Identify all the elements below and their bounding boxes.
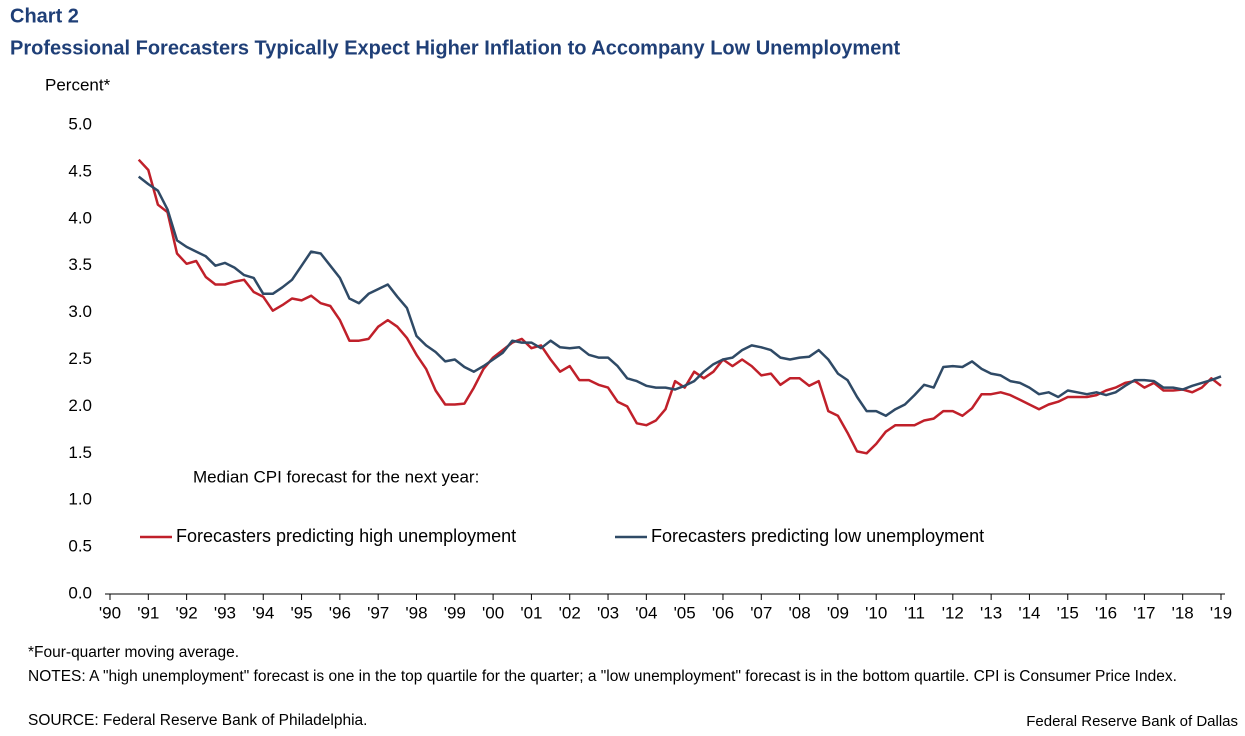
x-tick-label: '06 <box>712 603 734 622</box>
x-tick-label: '14 <box>1018 603 1040 622</box>
source: SOURCE: Federal Reserve Bank of Philadel… <box>28 712 368 729</box>
x-tick-label: '12 <box>942 603 964 622</box>
x-tick-label: '04 <box>635 603 657 622</box>
x-tick-label: '03 <box>597 603 619 622</box>
x-tick-label: '96 <box>329 603 351 622</box>
y-tick-label: 3.0 <box>68 302 92 321</box>
x-tick-label: '07 <box>750 603 772 622</box>
x-tick-label: '97 <box>367 603 389 622</box>
y-tick-label: 5.0 <box>68 114 92 133</box>
x-tick-label: '92 <box>176 603 198 622</box>
y-tick-label: 4.5 <box>68 161 92 180</box>
y-tick-label: 0.5 <box>68 537 92 556</box>
x-tick-label: '98 <box>405 603 427 622</box>
x-tick-label: '18 <box>1172 603 1194 622</box>
chart-subtitle: Professional Forecasters Typically Expec… <box>10 37 901 59</box>
footnote: *Four-quarter moving average. <box>28 644 240 661</box>
x-tick-label: '02 <box>559 603 581 622</box>
x-tick-label: '95 <box>290 603 312 622</box>
x-tick-label: '93 <box>214 603 236 622</box>
series-line <box>137 175 1222 418</box>
x-tick-label: '00 <box>482 603 504 622</box>
legend-label: Forecasters predicting low unemployment <box>651 526 984 546</box>
x-tick-label: '13 <box>980 603 1002 622</box>
chart-title: Chart 2 <box>10 5 79 27</box>
x-tick-label: '16 <box>1095 603 1117 622</box>
legend-label: Forecasters predicting high unemployment <box>176 526 516 546</box>
x-tick-label: '91 <box>137 603 159 622</box>
y-tick-label: 2.0 <box>68 396 92 415</box>
x-tick-label: '17 <box>1133 603 1155 622</box>
x-tick-label: '11 <box>904 603 925 622</box>
y-tick-label: 4.0 <box>68 208 92 227</box>
x-tick-label: '99 <box>444 603 466 622</box>
x-tick-label: '90 <box>99 603 121 622</box>
y-tick-label: 0.0 <box>68 583 92 602</box>
y-tick-label: 1.0 <box>68 490 92 509</box>
legend-title: Median CPI forecast for the next year: <box>193 467 479 486</box>
x-tick-label: '01 <box>520 603 542 622</box>
y-axis-label: Percent* <box>45 75 111 94</box>
x-tick-label: '94 <box>252 603 274 622</box>
credit: Federal Reserve Bank of Dallas <box>1026 713 1238 730</box>
y-tick-label: 3.5 <box>68 255 92 274</box>
x-tick-label: '19 <box>1210 603 1232 622</box>
x-tick-label: '10 <box>865 603 887 622</box>
y-tick-label: 2.5 <box>68 349 92 368</box>
x-tick-label: '08 <box>789 603 811 622</box>
notes: NOTES: A "high unemployment" forecast is… <box>28 668 1177 685</box>
y-tick-label: 1.5 <box>68 443 92 462</box>
series-line <box>137 158 1222 455</box>
x-tick-label: '09 <box>827 603 849 622</box>
x-tick-label: '05 <box>674 603 696 622</box>
x-tick-label: '15 <box>1057 603 1079 622</box>
